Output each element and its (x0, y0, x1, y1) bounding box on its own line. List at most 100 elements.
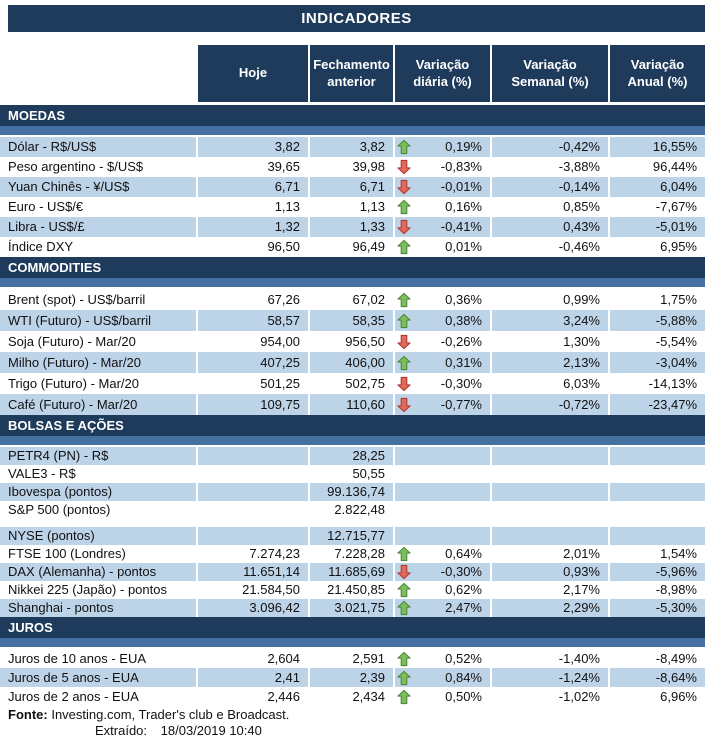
section-header: BOLSAS E AÇÕES (0, 415, 705, 436)
up-arrow-icon (397, 313, 411, 328)
variacao-diaria-value: 0,38% (445, 313, 482, 328)
footer: Fonte: Investing.com, Trader's club e Br… (0, 707, 705, 739)
down-arrow-icon (397, 179, 411, 195)
variacao-anual-value: 16,55% (610, 137, 705, 157)
variacao-semanal-value: -0,42% (492, 137, 610, 157)
up-arrow-icon (397, 239, 411, 255)
hoje-value: 58,57 (198, 310, 310, 331)
variacao-anual-value (610, 501, 705, 519)
variacao-anual-value: -8,98% (655, 582, 697, 597)
variacao-diaria-value: -0,26% (440, 334, 482, 349)
variacao-diaria-value: 0,36% (445, 292, 482, 307)
hoje-value (198, 527, 310, 545)
column-header-variacao-anual: Variação Anual (%) (610, 45, 705, 102)
variacao-diaria-value: 0,01% (445, 239, 482, 254)
table-row: Juros de 2 anos - EUA 2,446 2,434 0,50% -1,0… (0, 687, 705, 706)
fechamento-value: 3.021,75 (310, 599, 395, 617)
section-stripe (0, 126, 705, 135)
hoje-value: 67,26 (198, 289, 310, 310)
variacao-anual-value: -5,01% (610, 217, 705, 237)
hoje-value: 3,82 (198, 137, 310, 157)
up-arrow-icon (397, 670, 411, 685)
variacao-semanal-value (492, 501, 610, 519)
table-row: NYSE (pontos) 12.715,77 (0, 527, 705, 545)
variacao-semanal-value: 0,99% (492, 289, 610, 310)
variacao-diaria-cell: 0,62% (395, 581, 492, 599)
variacao-semanal-value (492, 483, 610, 501)
down-arrow-icon (397, 159, 411, 175)
fechamento-value: 956,50 (310, 331, 395, 352)
table-row: Trigo (Futuro) - Mar/20 501,25 502,75 -0,30… (0, 373, 705, 394)
section-header: JUROS (0, 617, 705, 638)
variacao-diaria-value: 0,19% (445, 139, 482, 154)
up-arrow-icon (397, 139, 411, 155)
table-row: Juros de 10 anos - EUA 2,604 2,591 0,52% -1,… (0, 649, 705, 668)
variacao-anual-value: -5,54% (655, 334, 697, 349)
variacao-diaria-cell (395, 527, 492, 545)
section-stripe (0, 278, 705, 287)
column-header-fechamento-anterior: Fechamento anterior (310, 45, 395, 102)
variacao-semanal-value: 2,01% (492, 545, 610, 563)
row-label: NYSE (pontos) (0, 527, 198, 545)
variacao-diaria-value: -0,83% (440, 159, 482, 174)
hoje-value: 6,71 (198, 177, 310, 197)
fechamento-value: 96,49 (310, 237, 395, 257)
section-stripe (0, 436, 705, 445)
table-row: Shanghai - pontos 3.096,42 3.021,75 2,47% 2,… (0, 599, 705, 617)
row-label: Milho (Futuro) - Mar/20 (0, 352, 198, 373)
table-row: Libra - US$/£ 1,32 1,33 -0,41% 0,43% -5,01% (0, 217, 705, 237)
row-label: Shanghai - pontos (0, 599, 198, 617)
variacao-diaria-cell: -0,83% (395, 157, 492, 177)
column-header-hoje: Hoje (198, 45, 310, 102)
row-label: DAX (Alemanha) - pontos (0, 563, 198, 581)
variacao-anual-value: 6,04% (610, 177, 705, 197)
variacao-semanal-value: -1,02% (492, 687, 610, 706)
fechamento-value: 3,82 (310, 137, 395, 157)
table-row: Nikkei 225 (Japão) - pontos 21.584,50 21.4… (0, 581, 705, 599)
source-label: Fonte: (8, 707, 48, 722)
section-header: COMMODITIES (0, 257, 705, 278)
row-label: Ibovespa (pontos) (0, 483, 198, 501)
variacao-semanal-value: 2,17% (492, 581, 610, 599)
fechamento-value: 2,434 (310, 687, 395, 706)
variacao-diaria-cell: 0,50% (395, 687, 492, 706)
row-label: WTI (Futuro) - US$/barril (0, 310, 198, 331)
variacao-diaria-cell (395, 447, 492, 465)
variacao-anual-value (610, 447, 705, 465)
up-arrow-icon (397, 546, 411, 562)
down-arrow-icon (397, 397, 411, 412)
row-label: Brent (spot) - US$/barril (0, 289, 198, 310)
table-row: WTI (Futuro) - US$/barril 58,57 58,35 0,38%… (0, 310, 705, 331)
fechamento-value: 67,02 (310, 289, 395, 310)
variacao-diaria-cell (395, 483, 492, 501)
row-label: VALE3 - R$ (0, 465, 198, 483)
variacao-semanal-value: 2,13% (492, 352, 610, 373)
table-row: Dólar - R$/US$ 3,82 3,82 0,19% -0,42% 16,55% (0, 137, 705, 157)
row-label: Dólar - R$/US$ (0, 137, 198, 157)
hoje-value: 11.651,14 (198, 563, 310, 581)
variacao-diaria-cell: 0,36% (395, 289, 492, 310)
fechamento-value: 21.450,85 (310, 581, 395, 599)
variacao-diaria-value: -0,77% (440, 397, 482, 412)
variacao-diaria-cell: 0,16% (395, 197, 492, 217)
fechamento-value: 1,33 (310, 217, 395, 237)
variacao-anual-value: 96,44% (652, 159, 697, 174)
source-text: Investing.com, Trader's club e Broadcast… (51, 707, 290, 722)
table-row: Café (Futuro) - Mar/20 109,75 110,60 -0,77%… (0, 394, 705, 415)
column-header-variacao-diaria: Variação diária (%) (395, 45, 492, 102)
row-label: Índice DXY (0, 237, 198, 257)
fechamento-value: 502,75 (310, 373, 395, 394)
variacao-diaria-cell (395, 501, 492, 519)
variacao-diaria-value: 0,64% (445, 546, 482, 561)
variacao-diaria-cell: -0,30% (395, 373, 492, 394)
table-row: VALE3 - R$ 50,55 (0, 465, 705, 483)
variacao-diaria-cell: 0,84% (395, 668, 492, 687)
variacao-diaria-value: 0,52% (445, 651, 482, 666)
variacao-anual-value: 6,96% (660, 689, 697, 704)
variacao-semanal-value: 2,29% (492, 599, 610, 617)
variacao-diaria-value: 2,47% (445, 600, 482, 615)
variacao-anual-value (610, 465, 705, 483)
hoje-value: 39,65 (198, 157, 310, 177)
fechamento-value: 58,35 (310, 310, 395, 331)
down-arrow-icon (397, 376, 411, 391)
